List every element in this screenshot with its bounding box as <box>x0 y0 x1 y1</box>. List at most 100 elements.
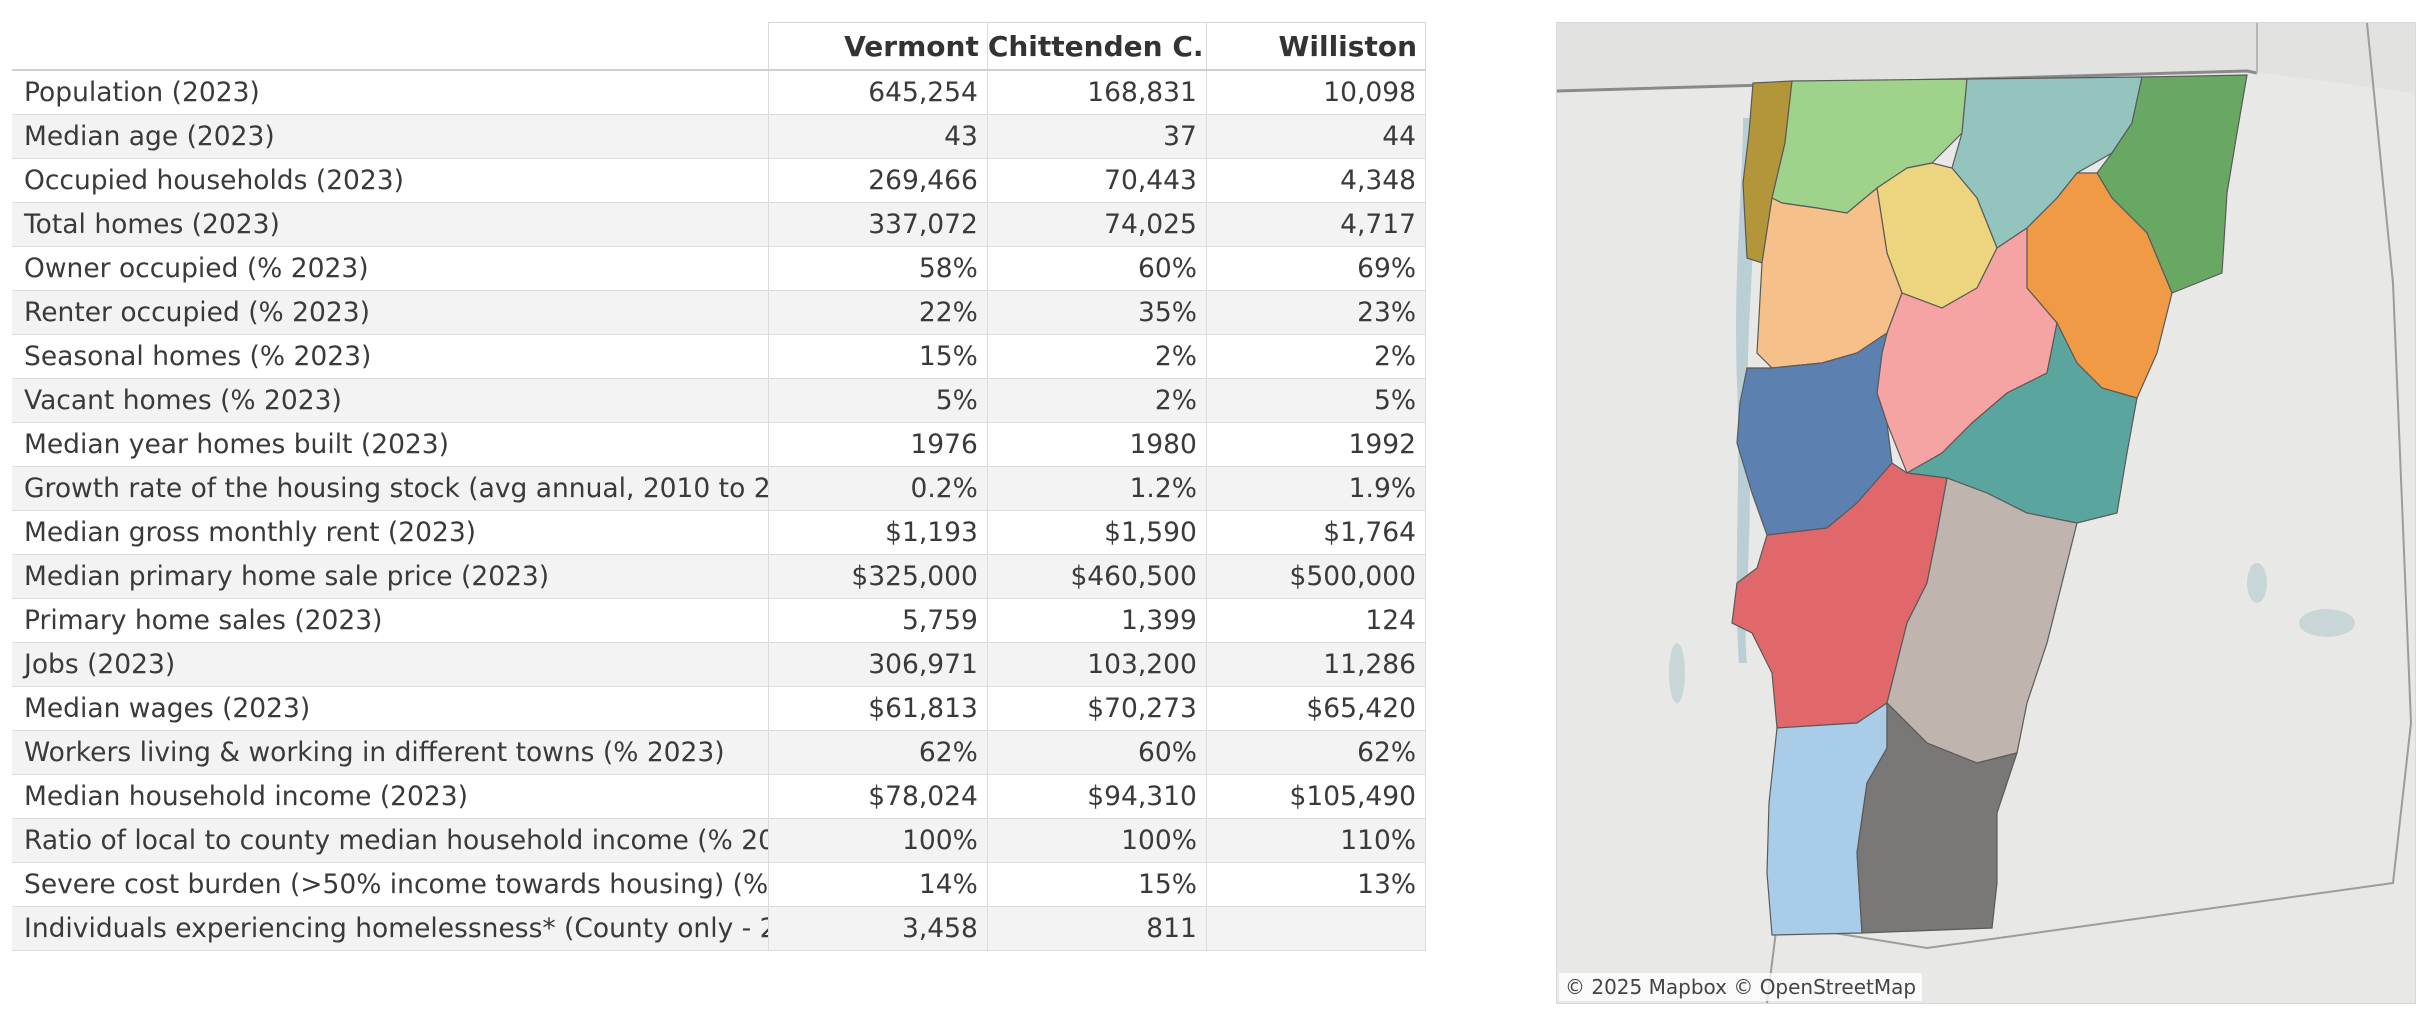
table-row[interactable]: Median gross monthly rent (2023) $1,193 $1… <box>12 510 1427 555</box>
cell-value[interactable]: 11,286 <box>1205 642 1427 687</box>
cell-value[interactable]: $325,000 <box>767 554 988 599</box>
county-regions[interactable] <box>1731 74 2248 936</box>
cell-value[interactable]: 0.2% <box>767 466 988 511</box>
table-row[interactable]: Renter occupied (% 2023) 22% 35% 23% <box>12 290 1427 335</box>
cell-value[interactable]: $1,764 <box>1205 510 1427 555</box>
cell-value[interactable]: 1980 <box>986 422 1207 467</box>
row-label: Median primary home sale price (2023) <box>12 554 769 599</box>
cell-value[interactable]: 37 <box>986 114 1207 159</box>
cell-value[interactable]: 337,072 <box>767 202 988 247</box>
quebec-area <box>1557 23 2415 93</box>
cell-value[interactable]: 5% <box>767 378 988 423</box>
comparison-table: Vermont Chittenden C.. Williston Populat… <box>12 22 1427 951</box>
cell-value[interactable]: 1.9% <box>1205 466 1427 511</box>
cell-value[interactable]: $70,273 <box>986 686 1207 731</box>
cell-value[interactable]: 1,399 <box>986 598 1207 643</box>
cell-value[interactable]: 1976 <box>767 422 988 467</box>
map-canvas[interactable] <box>1557 23 2415 1003</box>
table-row[interactable]: Median household income (2023) $78,024 $94… <box>12 774 1427 819</box>
cell-value[interactable]: $105,490 <box>1205 774 1427 819</box>
windham-region[interactable] <box>1856 701 2018 934</box>
table-row[interactable]: Median wages (2023) $61,813 $70,273 $65,420 <box>12 686 1427 731</box>
cell-value[interactable]: $94,310 <box>986 774 1207 819</box>
cell-value[interactable]: 35% <box>986 290 1207 335</box>
table-row[interactable]: Median age (2023) 43 37 44 <box>12 114 1427 159</box>
addison-region[interactable] <box>1736 331 1893 536</box>
cell-value[interactable]: 70,443 <box>986 158 1207 203</box>
table-row[interactable]: Seasonal homes (% 2023) 15% 2% 2% <box>12 334 1427 379</box>
cell-value[interactable]: 645,254 <box>767 70 988 115</box>
table-row[interactable]: Growth rate of the housing stock (avg an… <box>12 466 1427 511</box>
cell-value[interactable]: 2% <box>986 378 1207 423</box>
table-row[interactable]: Workers living & working in different to… <box>12 730 1427 775</box>
vermont-map[interactable]: © 2025 Mapbox © OpenStreetMap <box>1556 22 2416 1004</box>
lake-icon <box>2299 609 2355 637</box>
cell-value[interactable]: 14% <box>767 862 988 907</box>
table-row[interactable]: Primary home sales (2023) 5,759 1,399 124 <box>12 598 1427 643</box>
map-attribution[interactable]: © 2025 Mapbox © OpenStreetMap <box>1559 973 1923 1001</box>
table-row[interactable]: Jobs (2023) 306,971 103,200 11,286 <box>12 642 1427 687</box>
cell-value[interactable]: 69% <box>1205 246 1427 291</box>
row-label: Workers living & working in different to… <box>12 730 769 775</box>
table-row[interactable]: Ratio of local to county median househol… <box>12 818 1427 863</box>
table-header-row: Vermont Chittenden C.. Williston <box>12 22 1427 71</box>
cell-value[interactable]: 60% <box>986 246 1207 291</box>
cell-value[interactable]: 22% <box>767 290 988 335</box>
cell-value[interactable]: 110% <box>1205 818 1427 863</box>
cell-value[interactable]: 3,458 <box>767 906 988 951</box>
cell-value[interactable]: 1.2% <box>986 466 1207 511</box>
cell-value[interactable]: 62% <box>767 730 988 775</box>
cell-value[interactable]: 4,348 <box>1205 158 1427 203</box>
cell-value[interactable]: 100% <box>986 818 1207 863</box>
cell-value[interactable]: 74,025 <box>986 202 1207 247</box>
cell-value[interactable]: $78,024 <box>767 774 988 819</box>
cell-value[interactable]: 100% <box>767 818 988 863</box>
table-row[interactable]: Median primary home sale price (2023) $32… <box>12 554 1427 599</box>
cell-value[interactable]: 23% <box>1205 290 1427 335</box>
row-label: Owner occupied (% 2023) <box>12 246 769 291</box>
cell-value[interactable]: 13% <box>1205 862 1427 907</box>
cell-value[interactable]: 15% <box>767 334 988 379</box>
row-label: Median household income (2023) <box>12 774 769 819</box>
row-label: Jobs (2023) <box>12 642 769 687</box>
cell-value[interactable]: $1,193 <box>767 510 988 555</box>
cell-value[interactable]: 62% <box>1205 730 1427 775</box>
cell-value[interactable]: 2% <box>986 334 1207 379</box>
column-header-chittenden[interactable]: Chittenden C.. <box>986 22 1207 71</box>
table-row[interactable]: Vacant homes (% 2023) 5% 2% 5% <box>12 378 1427 423</box>
cell-value[interactable]: 103,200 <box>986 642 1207 687</box>
table-row[interactable]: Total homes (2023) 337,072 74,025 4,717 <box>12 202 1427 247</box>
cell-value[interactable]: 811 <box>986 906 1207 951</box>
row-label: Individuals experiencing homelessness* (… <box>12 906 769 951</box>
cell-value[interactable] <box>1205 906 1427 951</box>
cell-value[interactable]: 124 <box>1205 598 1427 643</box>
cell-value[interactable]: 60% <box>986 730 1207 775</box>
cell-value[interactable]: $61,813 <box>767 686 988 731</box>
cell-value[interactable]: $65,420 <box>1205 686 1427 731</box>
table-row[interactable]: Severe cost burden (>50% income towards … <box>12 862 1427 907</box>
cell-value[interactable]: 1992 <box>1205 422 1427 467</box>
cell-value[interactable]: $1,590 <box>986 510 1207 555</box>
cell-value[interactable]: 4,717 <box>1205 202 1427 247</box>
cell-value[interactable]: $460,500 <box>986 554 1207 599</box>
cell-value[interactable]: 5% <box>1205 378 1427 423</box>
cell-value[interactable]: 44 <box>1205 114 1427 159</box>
cell-value[interactable]: 168,831 <box>986 70 1207 115</box>
cell-value[interactable]: 10,098 <box>1205 70 1427 115</box>
cell-value[interactable]: 5,759 <box>767 598 988 643</box>
table-row[interactable]: Median year homes built (2023) 1976 1980 19… <box>12 422 1427 467</box>
table-row[interactable]: Occupied households (2023) 269,466 70,443 4… <box>12 158 1427 203</box>
cell-value[interactable]: 269,466 <box>767 158 988 203</box>
row-label: Occupied households (2023) <box>12 158 769 203</box>
cell-value[interactable]: 2% <box>1205 334 1427 379</box>
column-header-vermont[interactable]: Vermont <box>767 22 988 71</box>
cell-value[interactable]: 43 <box>767 114 988 159</box>
table-row[interactable]: Owner occupied (% 2023) 58% 60% 69% <box>12 246 1427 291</box>
column-header-williston[interactable]: Williston <box>1205 22 1427 71</box>
cell-value[interactable]: 306,971 <box>767 642 988 687</box>
cell-value[interactable]: 15% <box>986 862 1207 907</box>
table-row[interactable]: Population (2023) 645,254 168,831 10,098 <box>12 70 1427 115</box>
cell-value[interactable]: $500,000 <box>1205 554 1427 599</box>
cell-value[interactable]: 58% <box>767 246 988 291</box>
table-row[interactable]: Individuals experiencing homelessness* (… <box>12 906 1427 951</box>
